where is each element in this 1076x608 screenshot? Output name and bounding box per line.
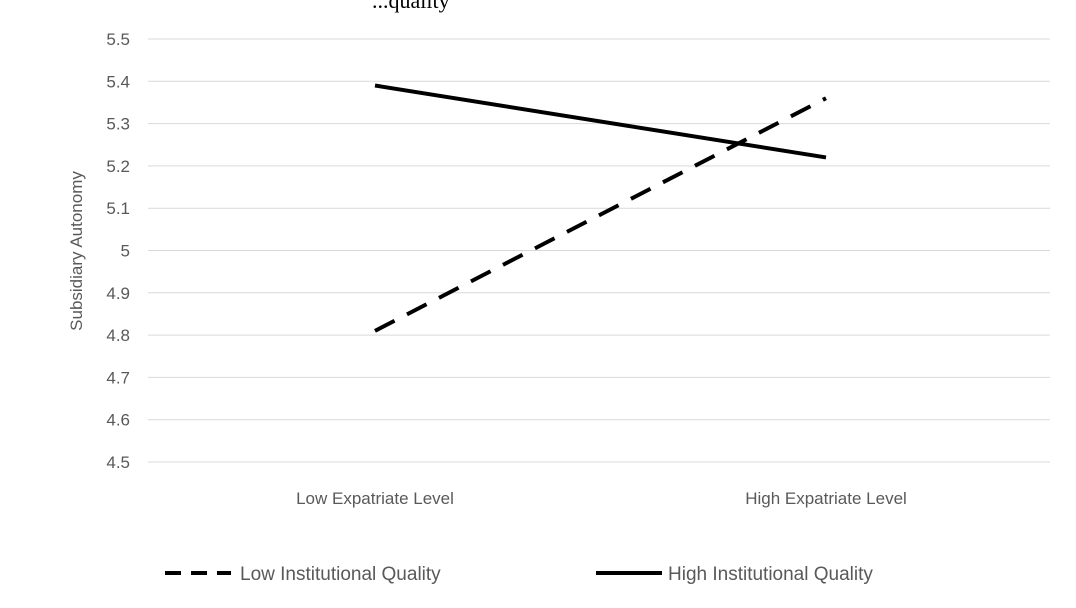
- y-tick-label: 4.8: [106, 326, 130, 345]
- y-tick-label: 4.7: [106, 368, 130, 387]
- y-tick-label: 4.5: [106, 453, 130, 472]
- chart-title: ...quality: [372, 0, 450, 13]
- y-tick-label: 4.6: [106, 411, 130, 430]
- y-tick-label: 5.3: [106, 115, 130, 134]
- y-tick-label: 5.2: [106, 157, 130, 176]
- legend-label: High Institutional Quality: [668, 564, 873, 585]
- y-axis-ticks: 5.5 5.4 5.3 5.2 5.1 5 4.9 4.8 4.7 4.6 4.5: [106, 30, 130, 472]
- y-tick-label: 5.1: [106, 199, 130, 218]
- legend-label: Low Institutional Quality: [240, 564, 441, 585]
- y-axis-title: Subsidiary Autonomy: [67, 171, 86, 331]
- x-category-label: High Expatriate Level: [745, 489, 907, 508]
- series-lines: [374, 83, 827, 333]
- x-category-label: Low Expatriate Level: [296, 489, 454, 508]
- y-tick-label: 5.4: [106, 72, 130, 91]
- series-line-high-institutional-quality: [374, 83, 827, 160]
- y-tick-label: 4.9: [106, 284, 130, 303]
- legend: Low Institutional Quality High Institutio…: [165, 564, 873, 585]
- gridlines: [148, 38, 1050, 463]
- x-axis-categories: Low Expatriate Level High Expatriate Leve…: [296, 489, 907, 508]
- y-tick-label: 5: [121, 242, 130, 261]
- series-line-low-institutional-quality: [374, 96, 827, 333]
- y-tick-label: 5.5: [106, 30, 130, 49]
